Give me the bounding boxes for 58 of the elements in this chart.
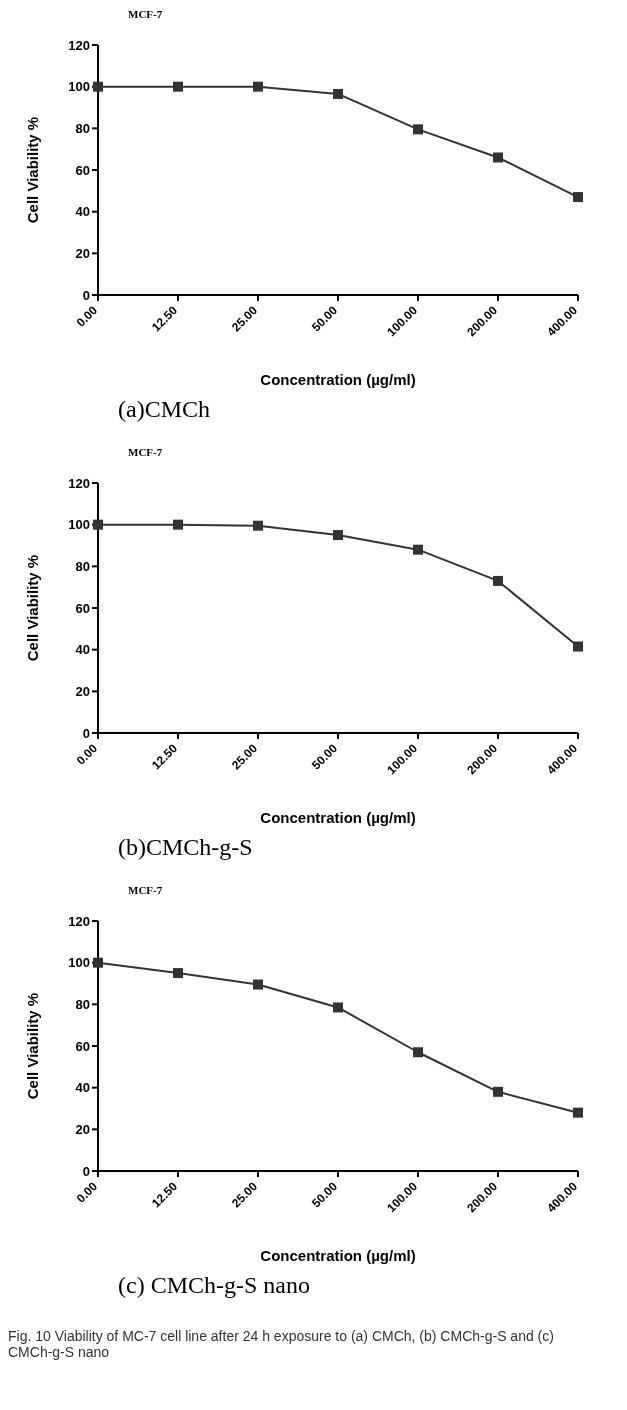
y-tick-label: 100 bbox=[68, 517, 90, 533]
y-tick-label: 120 bbox=[68, 37, 90, 53]
chart-title: MCF-7 bbox=[128, 884, 164, 898]
text: (c) CMCh-g-S nano bbox=[118, 1272, 311, 1300]
point bbox=[93, 81, 103, 92]
y-tick-label: 0 bbox=[82, 725, 90, 741]
y-tick-label: 80 bbox=[75, 558, 90, 574]
y-tick-label: 20 bbox=[75, 1121, 90, 1137]
y-axis-title: Cell Viability % bbox=[24, 992, 42, 1100]
x-axis-title: Concentration (µg/ml) bbox=[260, 809, 416, 826]
point bbox=[173, 968, 183, 979]
y-tick-label: 80 bbox=[75, 120, 90, 136]
y-tick-label: 80 bbox=[75, 996, 90, 1012]
y-tick-label: 120 bbox=[68, 913, 90, 929]
y-axis-title: Cell Viability % bbox=[24, 554, 42, 662]
point bbox=[573, 192, 583, 203]
point bbox=[333, 88, 343, 99]
point bbox=[173, 519, 183, 530]
x-tick-label: 0.00 bbox=[73, 1178, 101, 1206]
x-tick-label: 0.00 bbox=[73, 302, 101, 330]
point bbox=[93, 957, 103, 968]
point bbox=[333, 530, 343, 541]
point bbox=[413, 544, 423, 555]
text: (a)CMCh bbox=[118, 396, 211, 424]
chart-title: MCF-7 bbox=[128, 8, 164, 22]
y-tick-label: 100 bbox=[68, 955, 90, 971]
y-tick-label: 120 bbox=[68, 475, 90, 491]
x-tick-label: 0.00 bbox=[73, 740, 101, 768]
y-tick-label: 60 bbox=[75, 1038, 90, 1054]
x-axis-title: Concentration (µg/ml) bbox=[260, 1247, 416, 1264]
point bbox=[253, 81, 263, 92]
y-tick-label: 40 bbox=[75, 642, 90, 658]
point bbox=[573, 1107, 583, 1118]
y-tick-label: 40 bbox=[75, 204, 90, 220]
y-tick-label: 0 bbox=[82, 1163, 90, 1179]
y-axis-title: Cell Viability % bbox=[24, 116, 42, 224]
point bbox=[253, 979, 263, 990]
y-tick-label: 0 bbox=[82, 287, 90, 303]
y-tick-label: 20 bbox=[75, 245, 90, 261]
point bbox=[493, 575, 503, 586]
point bbox=[93, 519, 103, 530]
y-tick-label: 100 bbox=[68, 79, 90, 95]
y-tick-label: 40 bbox=[75, 1080, 90, 1096]
point bbox=[413, 1047, 423, 1058]
point bbox=[333, 1002, 343, 1013]
point bbox=[413, 124, 423, 135]
text: (b)CMCh-g-S bbox=[118, 834, 254, 862]
point bbox=[173, 81, 183, 92]
point bbox=[493, 152, 503, 163]
y-tick-label: 20 bbox=[75, 683, 90, 699]
point bbox=[573, 641, 583, 652]
y-tick-label: 60 bbox=[75, 600, 90, 616]
point bbox=[253, 520, 263, 531]
point bbox=[493, 1086, 503, 1097]
caption: Fig. 10 Viability of MC-7 cell line after 24 h exposure to (a) CMCh, (b) CMCh-g-S and (c) CMCh-g-S nano bbox=[8, 1328, 555, 1360]
y-tick-label: 60 bbox=[75, 162, 90, 178]
x-axis-title: Concentration (µg/ml) bbox=[260, 371, 416, 388]
chart-title: MCF-7 bbox=[128, 446, 164, 460]
